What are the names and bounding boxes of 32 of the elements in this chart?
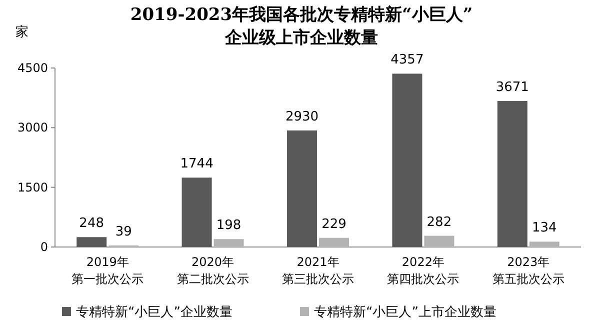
- x-tick-label: 2019年第一批次公示: [72, 255, 144, 286]
- data-label: 3671: [496, 80, 529, 95]
- bar: [529, 242, 560, 247]
- data-label: 4357: [390, 52, 424, 68]
- chart-title: 2019-2023年我国各批次专精特新“小巨人” 企业级上市企业数量: [130, 5, 473, 48]
- y-axis-title: 家: [16, 24, 28, 40]
- y-tick-label: 4500: [17, 61, 48, 75]
- bar: [214, 239, 244, 247]
- x-tick-label: 2022年第四批次公示: [387, 255, 460, 286]
- bar: [76, 237, 107, 247]
- data-label: 1744: [180, 156, 214, 172]
- bar: [497, 100, 528, 247]
- data-label: 39: [115, 224, 132, 240]
- y-tick-label: 1500: [17, 180, 48, 194]
- data-label: 198: [216, 218, 242, 234]
- legend-label: 专精特新“小巨人”企业数量: [76, 305, 232, 320]
- x-tick-label: 2020年第二批次公示: [176, 255, 249, 286]
- data-label: 229: [322, 216, 346, 232]
- bar: [392, 74, 422, 247]
- bar: [424, 236, 454, 247]
- data-label: 2930: [285, 109, 319, 124]
- y-tick-label: 3000: [17, 120, 48, 135]
- bar: [319, 238, 349, 247]
- legend-label: 专精特新“小巨人”上市企业数量: [314, 305, 496, 320]
- y-tick-label: 0: [40, 240, 48, 254]
- bar: [182, 178, 212, 247]
- x-tick-label: 2021年第三批次公示: [282, 255, 354, 286]
- data-label: 282: [426, 214, 452, 230]
- x-tick-label: 2023年第五批次公示: [492, 255, 564, 286]
- data-label: 134: [532, 220, 557, 236]
- data-label: 248: [79, 216, 104, 232]
- bar: [287, 130, 317, 247]
